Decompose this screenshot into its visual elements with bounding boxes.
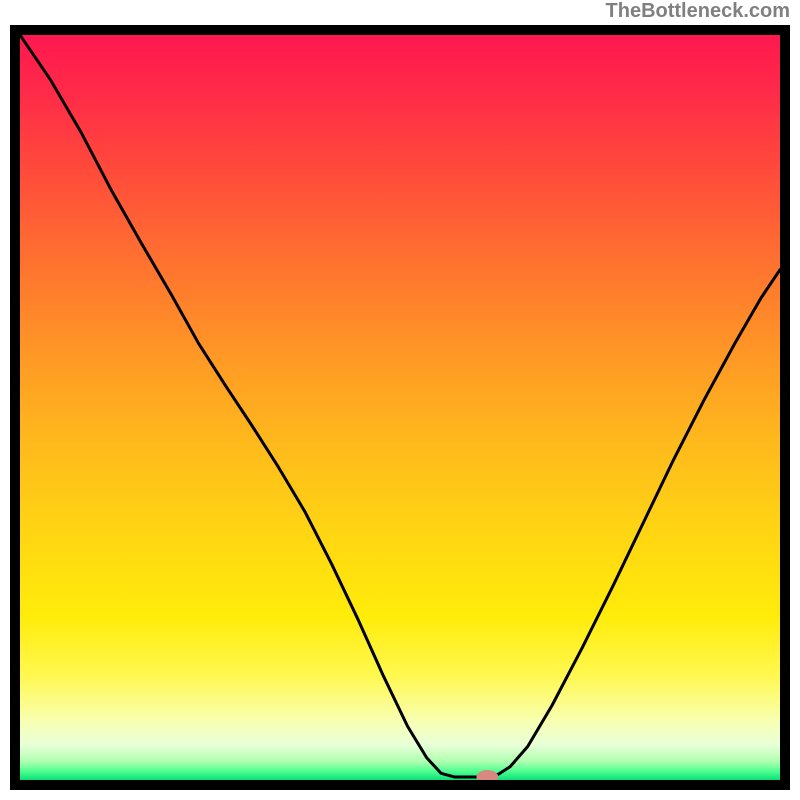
page-container: TheBottleneck.com — [0, 0, 800, 800]
chart-frame — [10, 25, 790, 790]
gradient-background — [20, 35, 780, 780]
plot-area — [20, 35, 780, 780]
attribution-text: TheBottleneck.com — [606, 0, 790, 23]
bottleneck-chart — [20, 35, 780, 780]
